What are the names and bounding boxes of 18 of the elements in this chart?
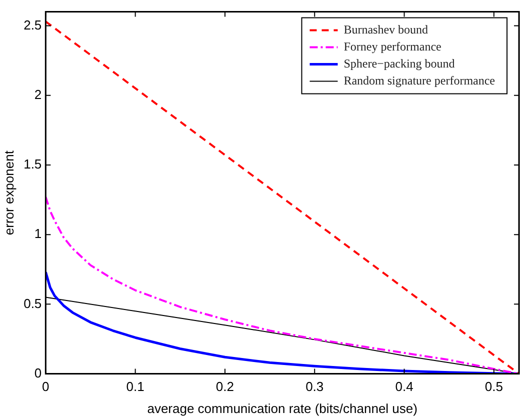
y-tick-label: 0 [34, 365, 42, 380]
y-tick-label: 1.5 [24, 156, 42, 172]
x-tick-label: 0.2 [216, 379, 234, 394]
y-axis-title: error exponent [1, 150, 16, 236]
x-tick-label: 0.5 [484, 379, 503, 394]
legend-label: Random signature performance [344, 73, 496, 88]
line-series [46, 196, 519, 374]
legend-label: Sphere−packing bound [344, 56, 455, 70]
x-tick-label: 0.3 [306, 379, 324, 394]
y-tick-label: 2 [34, 86, 42, 102]
x-axis-title: average communication rate (bits/channel use) [147, 400, 418, 416]
legend-label: Burnashev bound [344, 22, 428, 36]
x-tick-label: 0.1 [126, 379, 144, 394]
legend-label: Forney performance [344, 39, 442, 54]
y-tick-label: 1 [34, 226, 42, 242]
y-tick-label: 0.5 [24, 296, 42, 311]
x-tick-label: 0.4 [395, 379, 414, 394]
y-tick-label: 2.5 [24, 17, 42, 32]
